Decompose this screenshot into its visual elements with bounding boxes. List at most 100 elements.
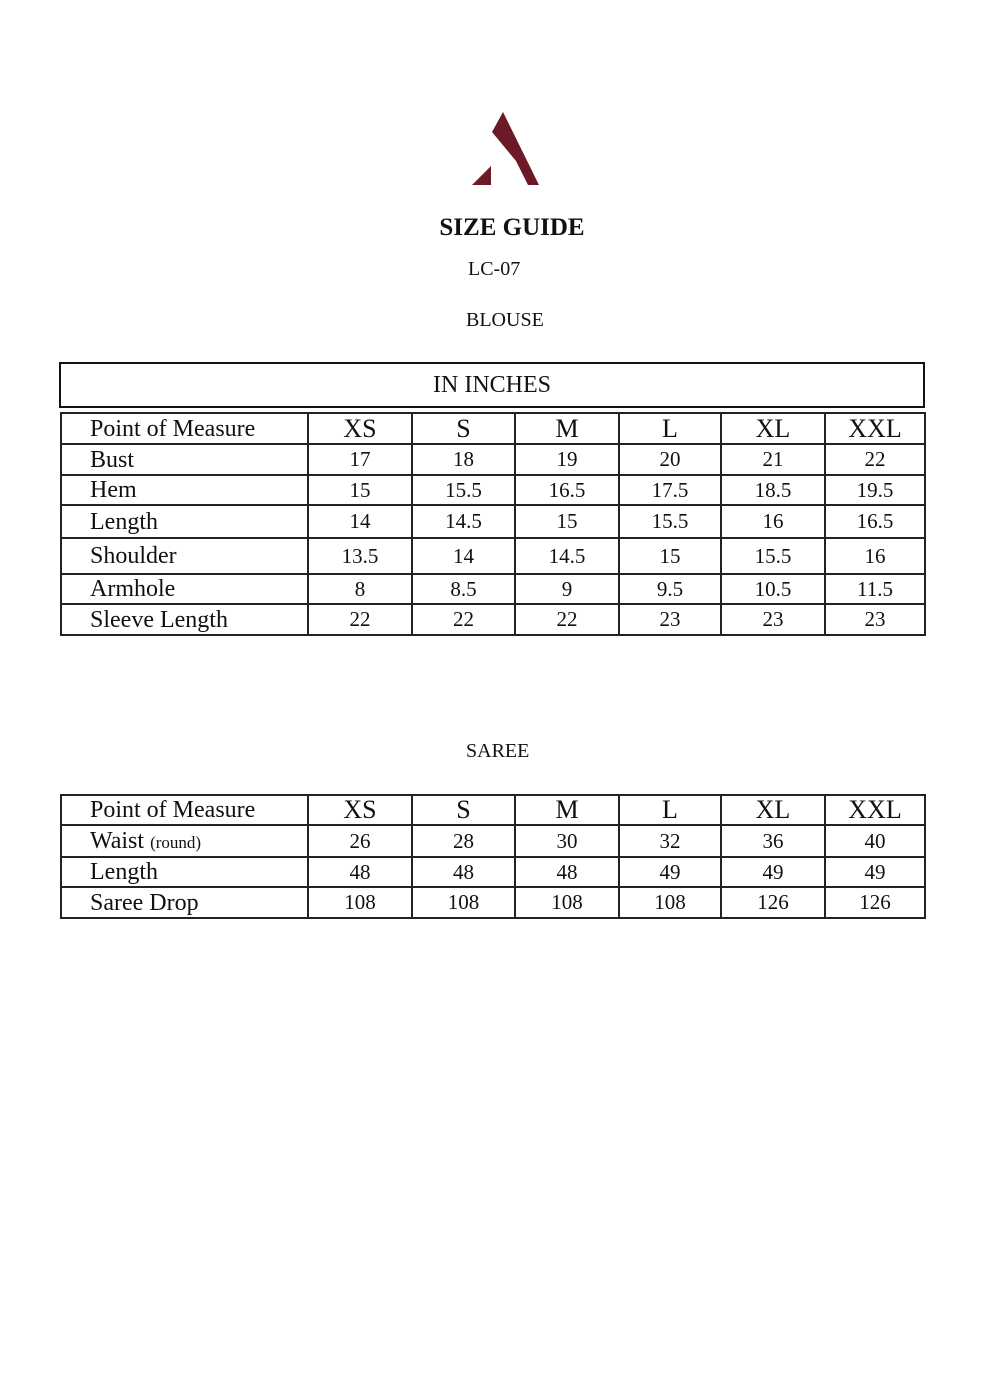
letter-a-logo bbox=[472, 112, 539, 185]
column-header-size: XS bbox=[307, 412, 413, 445]
saree-size-table: Point of Measure XS S M L XL XXL Waist (round) 2… bbox=[60, 794, 926, 919]
measurement-cell: 22 bbox=[307, 603, 413, 636]
measurement-cell: 8 bbox=[307, 573, 413, 605]
row-label: Armhole bbox=[60, 573, 309, 605]
measurement-cell: 126 bbox=[824, 886, 926, 919]
row-label-text: Shoulder bbox=[90, 543, 177, 569]
measurement-cell: 15 bbox=[514, 504, 620, 539]
blouse-section-title: BLOUSE bbox=[466, 309, 544, 331]
row-label-text: Saree Drop bbox=[90, 889, 199, 916]
column-header-size: XXL bbox=[824, 412, 926, 445]
row-label-text: Armhole bbox=[90, 576, 176, 602]
row-label-text: Hem bbox=[90, 477, 137, 503]
measurement-cell: 48 bbox=[514, 856, 620, 888]
measurement-cell: 49 bbox=[618, 856, 722, 888]
row-label: Hem bbox=[60, 474, 309, 506]
measurement-cell: 108 bbox=[307, 886, 413, 919]
table-row: Saree Drop 108 108 108 108 126 126 bbox=[60, 886, 926, 919]
measurement-cell: 21 bbox=[720, 443, 826, 476]
measurement-cell: 22 bbox=[411, 603, 516, 636]
row-label: Length bbox=[60, 504, 309, 539]
measurement-cell: 28 bbox=[411, 824, 516, 858]
row-label-text: Length bbox=[90, 859, 158, 885]
measurement-cell: 20 bbox=[618, 443, 722, 476]
measurement-cell: 17 bbox=[307, 443, 413, 476]
measurement-cell: 15.5 bbox=[720, 537, 826, 575]
measurement-cell: 22 bbox=[824, 443, 926, 476]
measurement-cell: 126 bbox=[720, 886, 826, 919]
table-row: Length 14 14.5 15 15.5 16 16.5 bbox=[60, 504, 926, 539]
saree-section-title: SAREE bbox=[466, 740, 530, 762]
measurement-cell: 14.5 bbox=[411, 504, 516, 539]
row-label-text: Bust bbox=[90, 446, 135, 473]
measurement-cell: 15 bbox=[307, 474, 413, 506]
row-label: Saree Drop bbox=[60, 886, 309, 919]
table-row: Waist (round) 26 28 30 32 36 40 bbox=[60, 824, 926, 858]
measurement-cell: 40 bbox=[824, 824, 926, 858]
measurement-cell: 9 bbox=[514, 573, 620, 605]
column-header-size: XS bbox=[307, 794, 413, 826]
column-header-size: XXL bbox=[824, 794, 926, 826]
column-header-size: M bbox=[514, 794, 620, 826]
measurement-cell: 26 bbox=[307, 824, 413, 858]
row-label-note: (round) bbox=[150, 833, 202, 852]
blouse-size-table: Point of Measure XS S M L XL XXL Bust 17 18 19 20 21… bbox=[60, 412, 926, 636]
measurement-cell: 10.5 bbox=[720, 573, 826, 605]
column-header-size: L bbox=[618, 412, 722, 445]
row-label-text: Waist bbox=[90, 828, 145, 854]
row-label: Sleeve Length bbox=[60, 603, 309, 636]
column-header-point-of-measure: Point of Measure bbox=[60, 794, 309, 826]
measurement-cell: 32 bbox=[618, 824, 722, 858]
measurement-cell: 23 bbox=[618, 603, 722, 636]
header-row: Point of Measure XS S M L XL XXL bbox=[60, 412, 926, 445]
measurement-cell: 16.5 bbox=[824, 504, 926, 539]
measurement-cell: 16 bbox=[824, 537, 926, 575]
row-label-text: Sleeve Length bbox=[90, 606, 228, 633]
column-header-size: M bbox=[514, 412, 620, 445]
row-label: Length bbox=[60, 856, 309, 888]
table-row: Sleeve Length 22 22 22 23 23 23 bbox=[60, 603, 926, 636]
measurement-cell: 16.5 bbox=[514, 474, 620, 506]
column-header-size: S bbox=[411, 412, 516, 445]
measurement-cell: 48 bbox=[307, 856, 413, 888]
measurement-cell: 49 bbox=[824, 856, 926, 888]
page-title: SIZE GUIDE bbox=[439, 214, 585, 241]
measurement-cell: 23 bbox=[824, 603, 926, 636]
measurement-cell: 108 bbox=[618, 886, 722, 919]
measurement-cell: 14.5 bbox=[514, 537, 620, 575]
measurement-cell: 15 bbox=[618, 537, 722, 575]
measurement-cell: 13.5 bbox=[307, 537, 413, 575]
measurement-cell: 15.5 bbox=[411, 474, 516, 506]
measurement-cell: 14 bbox=[307, 504, 413, 539]
unit-label: IN INCHES bbox=[59, 362, 925, 408]
column-header-size: L bbox=[618, 794, 722, 826]
measurement-cell: 18.5 bbox=[720, 474, 826, 506]
measurement-cell: 30 bbox=[514, 824, 620, 858]
column-header-size: S bbox=[411, 794, 516, 826]
measurement-cell: 22 bbox=[514, 603, 620, 636]
measurement-cell: 108 bbox=[411, 886, 516, 919]
measurement-cell: 108 bbox=[514, 886, 620, 919]
measurement-cell: 48 bbox=[411, 856, 516, 888]
table-row: Length 48 48 48 49 49 49 bbox=[60, 856, 926, 888]
measurement-cell: 18 bbox=[411, 443, 516, 476]
row-label-text: Length bbox=[90, 508, 158, 535]
row-label: Shoulder bbox=[60, 537, 309, 575]
measurement-cell: 9.5 bbox=[618, 573, 722, 605]
measurement-cell: 19 bbox=[514, 443, 620, 476]
row-label: Waist (round) bbox=[60, 824, 309, 858]
table-row: Bust 17 18 19 20 21 22 bbox=[60, 443, 926, 476]
column-header-size: XL bbox=[720, 794, 826, 826]
table-row: Shoulder 13.5 14 14.5 15 15.5 16 bbox=[60, 537, 926, 575]
measurement-cell: 19.5 bbox=[824, 474, 926, 506]
column-header-point-of-measure: Point of Measure bbox=[60, 412, 309, 445]
header-row: Point of Measure XS S M L XL XXL bbox=[60, 794, 926, 826]
measurement-cell: 23 bbox=[720, 603, 826, 636]
measurement-cell: 8.5 bbox=[411, 573, 516, 605]
row-label: Bust bbox=[60, 443, 309, 476]
measurement-cell: 36 bbox=[720, 824, 826, 858]
table-row: Armhole 8 8.5 9 9.5 10.5 11.5 bbox=[60, 573, 926, 605]
measurement-cell: 49 bbox=[720, 856, 826, 888]
measurement-cell: 15.5 bbox=[618, 504, 722, 539]
measurement-cell: 17.5 bbox=[618, 474, 722, 506]
